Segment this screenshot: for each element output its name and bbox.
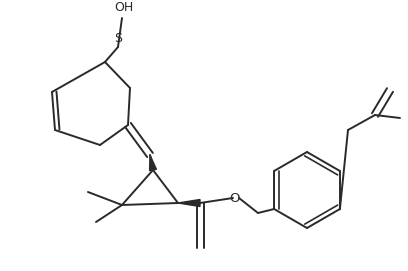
Text: O: O <box>229 192 239 205</box>
Text: OH: OH <box>114 1 134 14</box>
Polygon shape <box>150 155 156 171</box>
Polygon shape <box>178 199 200 207</box>
Text: S: S <box>114 32 122 45</box>
